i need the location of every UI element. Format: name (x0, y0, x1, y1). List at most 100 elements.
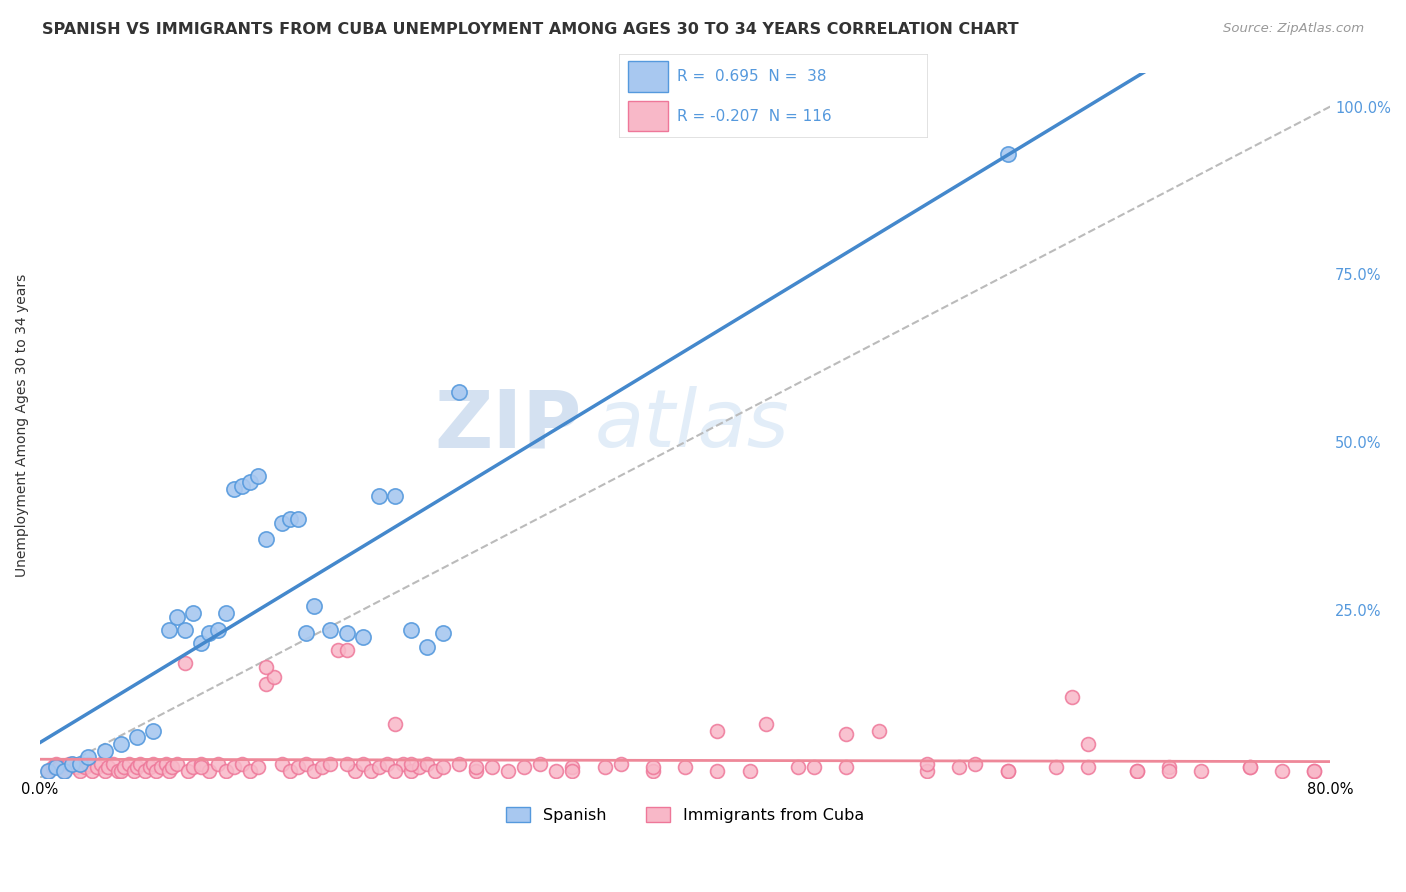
FancyBboxPatch shape (628, 62, 668, 92)
Point (304, 599, 326, 614)
Point (142, 757, 165, 772)
Point (546, 764, 568, 778)
Point (641, 760, 664, 774)
Point (416, 640, 439, 654)
Point (915, 757, 938, 772)
Point (787, 760, 810, 774)
Point (190, 636, 212, 650)
Point (335, 757, 357, 772)
Point (231, 757, 253, 772)
Point (464, 760, 486, 774)
Point (1062, 690, 1084, 704)
Point (706, 723, 728, 738)
Point (254, 676, 277, 690)
Point (641, 764, 664, 778)
Point (481, 760, 503, 774)
Point (1189, 764, 1212, 778)
Point (673, 760, 696, 774)
Point (311, 760, 333, 774)
Point (181, 760, 204, 774)
Point (1157, 760, 1180, 774)
Point (803, 760, 825, 774)
Point (384, 717, 406, 731)
Point (150, 760, 173, 774)
Point (80, 764, 103, 778)
Point (271, 516, 294, 530)
Point (1303, 764, 1326, 778)
Point (319, 623, 342, 637)
Text: atlas: atlas (595, 386, 790, 464)
Point (367, 760, 389, 774)
Point (86, 760, 108, 774)
Point (231, 478, 253, 492)
Point (399, 623, 422, 637)
Point (246, 760, 269, 774)
Text: R = -0.207  N = 116: R = -0.207 N = 116 (678, 109, 832, 124)
Point (593, 760, 616, 774)
Point (190, 760, 212, 774)
Point (125, 731, 148, 745)
Point (948, 760, 970, 774)
Point (42, 760, 65, 774)
Point (122, 764, 145, 778)
Point (432, 760, 454, 774)
Point (254, 660, 277, 674)
Point (139, 760, 162, 774)
Point (174, 623, 197, 637)
Point (449, 757, 471, 772)
Point (384, 489, 406, 503)
Point (1077, 737, 1099, 751)
Point (343, 764, 366, 778)
Point (65, 760, 87, 774)
Point (77, 757, 100, 772)
Point (965, 757, 987, 772)
Point (93, 764, 115, 778)
FancyBboxPatch shape (628, 101, 668, 131)
Point (513, 760, 536, 774)
Text: R =  0.695  N =  38: R = 0.695 N = 38 (678, 69, 827, 84)
Point (295, 626, 318, 640)
Text: ZIP: ZIP (434, 386, 582, 464)
Point (1077, 760, 1099, 774)
Point (45, 757, 67, 772)
Point (561, 764, 583, 778)
Point (529, 757, 551, 772)
Point (239, 764, 262, 778)
Y-axis label: Unemployment Among Ages 30 to 34 years: Unemployment Among Ages 30 to 34 years (15, 274, 30, 577)
Point (37, 764, 59, 778)
Point (174, 657, 197, 671)
Point (190, 757, 212, 772)
Point (198, 626, 221, 640)
Point (425, 764, 447, 778)
Point (222, 760, 245, 774)
Text: SPANISH VS IMMIGRANTS FROM CUBA UNEMPLOYMENT AMONG AGES 30 TO 34 YEARS CORRELATI: SPANISH VS IMMIGRANTS FROM CUBA UNEMPLOY… (42, 22, 1019, 37)
Point (1125, 764, 1147, 778)
Point (706, 764, 728, 778)
Point (278, 512, 301, 526)
Point (157, 764, 180, 778)
Point (53, 764, 76, 778)
Point (271, 757, 294, 772)
Point (360, 764, 382, 778)
Point (335, 643, 357, 657)
Point (496, 764, 519, 778)
Point (352, 630, 374, 644)
Point (69, 757, 91, 772)
Point (561, 760, 583, 774)
Point (69, 764, 91, 778)
Point (278, 764, 301, 778)
Point (162, 760, 184, 774)
Point (246, 468, 269, 483)
Legend: Spanish, Immigrants from Cuba: Spanish, Immigrants from Cuba (499, 801, 870, 830)
Point (464, 764, 486, 778)
Point (207, 757, 229, 772)
Point (90, 757, 112, 772)
Point (166, 609, 188, 624)
Point (166, 757, 188, 772)
Point (112, 760, 135, 774)
Point (375, 757, 398, 772)
Point (399, 757, 422, 772)
Point (997, 764, 1019, 778)
Point (335, 626, 357, 640)
Point (37, 764, 59, 778)
